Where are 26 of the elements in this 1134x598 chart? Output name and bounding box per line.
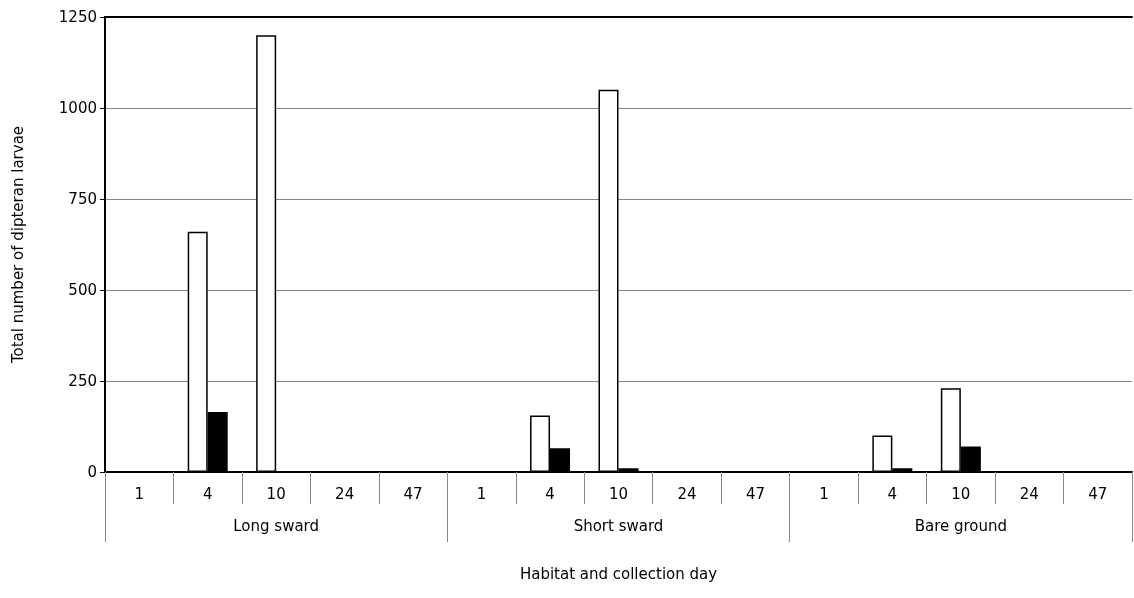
x-tick-label: 24 <box>677 484 697 503</box>
x-tick-label: 10 <box>951 484 971 503</box>
y-axis-title: Total number of dipteran larvae <box>8 125 27 365</box>
y-tick-label: 250 <box>68 372 97 390</box>
x-tick-label: 24 <box>1019 484 1039 503</box>
x-tick-label: 1 <box>134 484 145 503</box>
x-tick-label: 10 <box>266 484 286 503</box>
x-axis-title: Habitat and collection day <box>519 564 718 583</box>
x-tick-label: 10 <box>608 484 629 503</box>
text: Short sward <box>573 516 664 535</box>
x-tick-label: 24 <box>335 484 355 503</box>
x-tick-label: 4 <box>887 484 898 503</box>
text: Bare ground <box>914 516 1008 535</box>
y-tick-label: 750 <box>68 190 97 208</box>
x-tick-label: 1 <box>476 484 487 503</box>
text: Long sward <box>233 516 320 535</box>
x-tick-label: 1 <box>819 484 829 503</box>
y-tick-label: 1250 <box>58 8 97 26</box>
x-tick-label: 47 <box>403 484 423 503</box>
y-tick-label: 1000 <box>58 99 97 117</box>
x-tick-label: 47 <box>1088 484 1108 503</box>
x-tick-label: 47 <box>745 484 765 503</box>
y-tick-label: 500 <box>68 281 97 299</box>
x-tick-label: 4 <box>545 484 555 503</box>
x-tick-label: 4 <box>202 484 213 503</box>
y-tick-label: 0 <box>87 463 97 481</box>
